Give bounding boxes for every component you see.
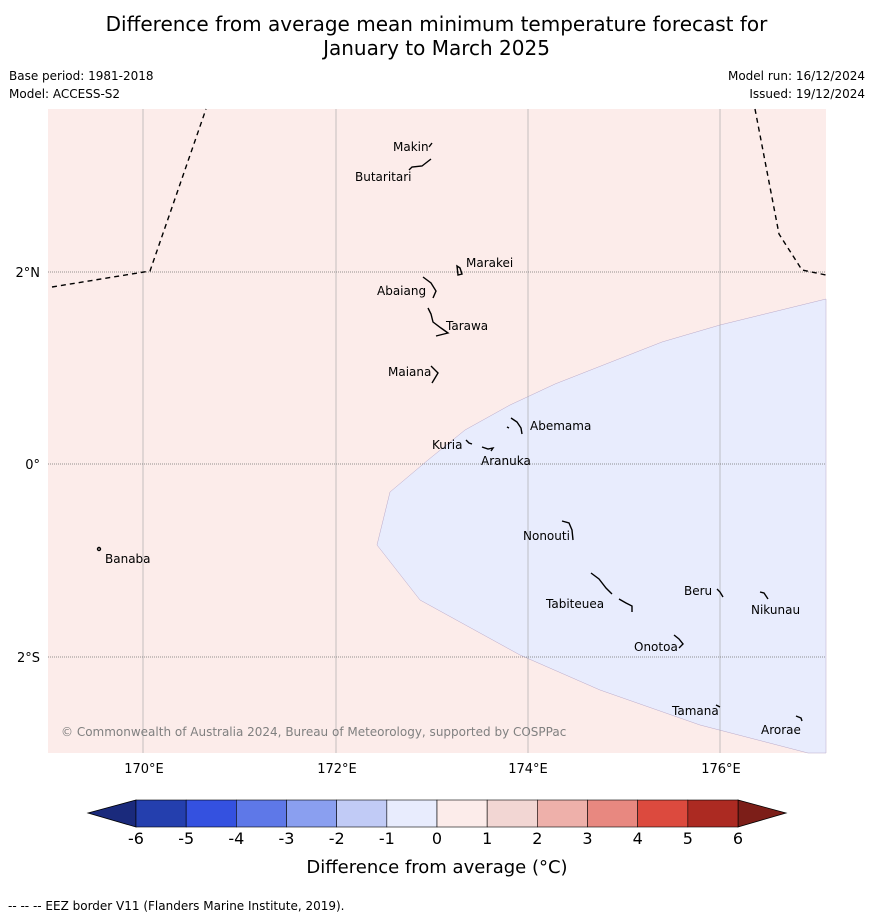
colorbar-bin [135, 799, 187, 828]
colorbar-bin [286, 799, 337, 828]
colorbar-bin [687, 799, 739, 828]
colorbar-bin [637, 799, 689, 828]
abaiang-coast [422, 276, 437, 299]
butaritari-coast [408, 158, 432, 171]
label-nikunau: Nikunau [751, 603, 800, 617]
colorbar-tick-label: -2 [329, 829, 345, 848]
colorbar-bin [236, 799, 287, 828]
eez-border-west [51, 108, 207, 288]
marakei-coast [456, 264, 463, 276]
colorbar-tick-label: -6 [128, 829, 144, 848]
colorbar-bins [135, 799, 739, 828]
lon-tick-176e: 176°E [701, 762, 741, 777]
onotoa-coast [673, 634, 684, 649]
title-line-1: Difference from average mean minimum tem… [105, 12, 768, 36]
lon-tick-174e: 174°E [508, 762, 548, 777]
label-maiana: Maiana [388, 365, 431, 379]
meta-left: Base period: 1981-2018 Model: ACCESS-S2 [9, 67, 154, 103]
colorbar-tick-label: 0 [432, 829, 442, 848]
colorbar-label: Difference from average (°C) [306, 857, 567, 878]
lon-tick-170e: 170°E [124, 762, 164, 777]
negative-anomaly-region [376, 298, 827, 754]
arorae-coast [795, 715, 803, 722]
aranuka-coast [481, 446, 495, 452]
lon-tick-172e: 172°E [317, 762, 357, 777]
colorbar-tick-label: 5 [683, 829, 693, 848]
eez-footnote: -- -- -- EEZ border V11 (Flanders Marine… [8, 899, 345, 913]
label-tabiteuea: Tabiteuea [545, 597, 604, 611]
eez-border-east [754, 108, 827, 276]
tabiteuea-coast-north [590, 572, 613, 595]
label-abaiang: Abaiang [377, 284, 426, 298]
copyright-notice: © Commonwealth of Australia 2024, Bureau… [61, 725, 566, 739]
colorbar-bin [537, 799, 588, 828]
label-beru: Beru [684, 584, 712, 598]
label-banaba: Banaba [105, 552, 151, 566]
label-onotoa: Onotoa [634, 640, 678, 654]
colorbar-tick-label: -3 [279, 829, 295, 848]
colorbar: -6 -5 -4 -3 -2 -1 0 1 2 3 4 5 6 Difference from aver… [86, 799, 788, 878]
colorbar-tick-label: -1 [379, 829, 395, 848]
colorbar-tick-label: 2 [532, 829, 542, 848]
colorbar-under-arrow [86, 799, 137, 828]
tarawa-coast [427, 307, 450, 337]
colorbar-tick-label: 6 [733, 829, 743, 848]
makin-coast [428, 142, 433, 148]
colorbar-bin [486, 799, 538, 828]
label-butaritari: Butaritari [355, 170, 412, 184]
lon-gridlines [142, 109, 721, 753]
nonouti-coast [561, 520, 574, 541]
colorbar-tick-label: -4 [228, 829, 244, 848]
kuria-coast [465, 439, 473, 445]
beru-coast [716, 588, 724, 598]
base-period: Base period: 1981-2018 [9, 69, 154, 83]
lat-tick-2n: 2°N [16, 266, 41, 281]
label-makin: Makin [393, 140, 429, 154]
lat-tick-0: 0° [25, 458, 40, 473]
issued-date: Issued: 19/12/2024 [749, 87, 865, 101]
colorbar-bin [587, 799, 638, 828]
colorbar-bin [386, 799, 438, 828]
colorbar-bin [336, 799, 388, 828]
colorbar-tick-label: 1 [482, 829, 492, 848]
model-name: Model: ACCESS-S2 [9, 87, 121, 101]
label-abemama: Abemama [530, 419, 591, 433]
island-coastlines [96, 142, 803, 722]
colorbar-over-arrow [737, 799, 788, 828]
colorbar-ticks: -6 -5 -4 -3 -2 -1 0 1 2 3 4 5 6 [128, 829, 743, 848]
colorbar-tick-label: 3 [582, 829, 592, 848]
colorbar-bin [436, 799, 488, 828]
colorbar-tick-label: -5 [178, 829, 194, 848]
banaba-coast [96, 546, 102, 552]
label-kuria: Kuria [432, 438, 463, 452]
label-aranuka: Aranuka [481, 454, 531, 468]
nikunau-coast [759, 591, 769, 600]
maiana-coast [430, 365, 439, 384]
eez-borders [51, 108, 827, 288]
label-marakei: Marakei [466, 256, 513, 270]
meta-right: Model run: 16/12/2024 Issued: 19/12/2024 [728, 67, 865, 103]
colorbar-bin [185, 799, 237, 828]
lat-gridlines [48, 271, 826, 658]
label-tamana: Tamana [671, 704, 719, 718]
label-tarawa: Tarawa [445, 319, 488, 333]
chart-title: Difference from average mean minimum tem… [0, 12, 873, 60]
tabiteuea-coast-south [618, 598, 633, 612]
colorbar-tick-label: 4 [633, 829, 643, 848]
abemama-coast [506, 417, 523, 435]
lat-tick-2s: 2°S [17, 651, 40, 666]
label-arorae: Arorae [761, 723, 801, 737]
tamana-coast [715, 704, 721, 708]
label-nonouti: Nonouti [523, 529, 570, 543]
model-run: Model run: 16/12/2024 [727, 69, 865, 83]
title-line-2: January to March 2025 [323, 36, 550, 60]
